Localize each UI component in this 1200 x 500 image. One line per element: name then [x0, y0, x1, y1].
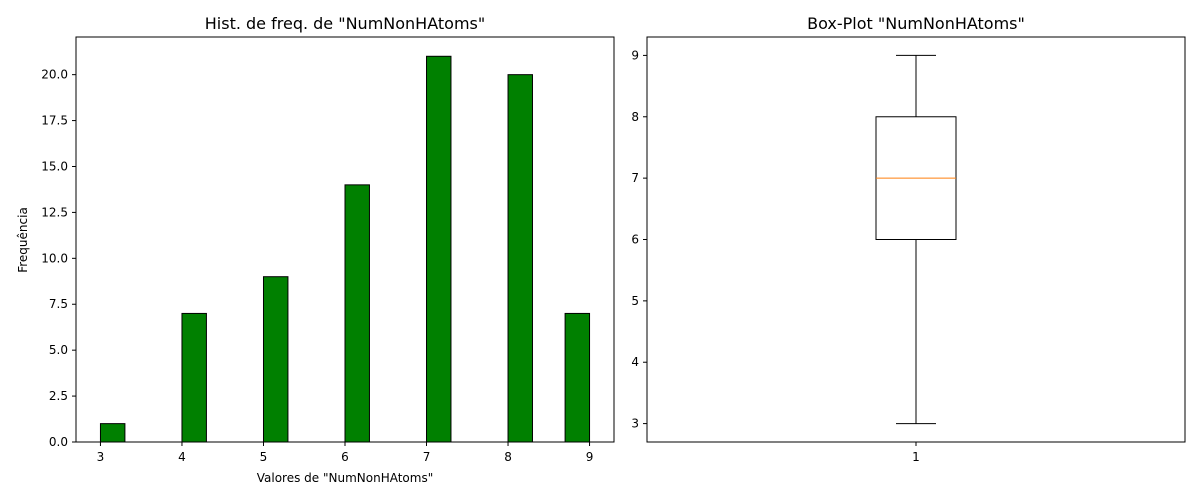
histogram-bar-5: [262, 276, 289, 443]
histogram-y-ticks: 0.0 2.5 5.0 7.5 10.0 12.5 15.0 17.5 20.0: [41, 68, 76, 449]
histogram-bar-7: [426, 55, 452, 443]
boxplot-y-tick-label-3: 3: [631, 417, 639, 431]
histogram-bars: [99, 55, 591, 443]
histogram-y-tick-label-20.0: 20.0: [41, 68, 68, 82]
histogram-axes-frame: [75, 36, 615, 443]
histogram-title: Hist. de freq. de "NumNonHAtoms": [205, 14, 485, 33]
boxplot-title: Box-Plot "NumNonHAtoms": [807, 14, 1025, 33]
boxplot-y-tick-label-7: 7: [631, 171, 639, 185]
histogram-x-tick-label-7: 7: [423, 450, 431, 464]
boxplot-panel: Box-Plot "NumNonHAtoms" 1 3 4 5 6 7 8 9: [631, 14, 1186, 464]
histogram-bar-3: [99, 423, 126, 443]
boxplot-y-tick-label-6: 6: [631, 233, 639, 247]
boxplot-x-tick-label-1: 1: [912, 450, 920, 464]
histogram-x-ticks: 3 4 5 6 7 8 9: [97, 442, 594, 464]
boxplot-marks: [875, 54, 957, 425]
histogram-y-tick-label-10.0: 10.0: [41, 251, 68, 265]
boxplot-y-tick-label-4: 4: [631, 355, 639, 369]
histogram-y-tick-label-15.0: 15.0: [41, 159, 68, 173]
histogram-bar-6: [344, 184, 370, 443]
histogram-bar-9: [564, 312, 591, 443]
histogram-x-tick-label-8: 8: [504, 450, 512, 464]
histogram-bar-8: [507, 74, 533, 443]
histogram-x-tick-label-9: 9: [586, 450, 594, 464]
histogram-x-tick-label-5: 5: [260, 450, 268, 464]
boxplot-x-ticks: 1: [912, 442, 920, 464]
histogram-panel: Hist. de freq. de "NumNonHAtoms" 3 4 5 6 7 8 9…: [16, 14, 615, 485]
boxplot-y-tick-label-5: 5: [631, 294, 639, 308]
histogram-y-tick-label-12.5: 12.5: [41, 205, 68, 219]
histogram-y-axis-label: Frequência: [16, 207, 30, 273]
boxplot-axes-frame: [646, 36, 1186, 443]
boxplot-y-tick-label-8: 8: [631, 110, 639, 124]
histogram-x-axis-label: Valores de "NumNonHAtoms": [257, 471, 433, 485]
histogram-y-tick-label-2.5: 2.5: [49, 389, 68, 403]
histogram-y-tick-label-5.0: 5.0: [49, 343, 68, 357]
histogram-x-tick-label-3: 3: [97, 450, 105, 464]
boxplot-y-ticks: 3 4 5 6 7 8 9: [631, 48, 647, 431]
histogram-y-tick-label-0.0: 0.0: [49, 435, 68, 449]
histogram-y-tick-label-17.5: 17.5: [41, 114, 68, 128]
histogram-y-tick-label-7.5: 7.5: [49, 297, 68, 311]
boxplot-y-tick-label-9: 9: [631, 48, 639, 62]
histogram-bar-4: [181, 312, 207, 443]
histogram-x-tick-label-6: 6: [341, 450, 349, 464]
histogram-x-tick-label-4: 4: [178, 450, 186, 464]
